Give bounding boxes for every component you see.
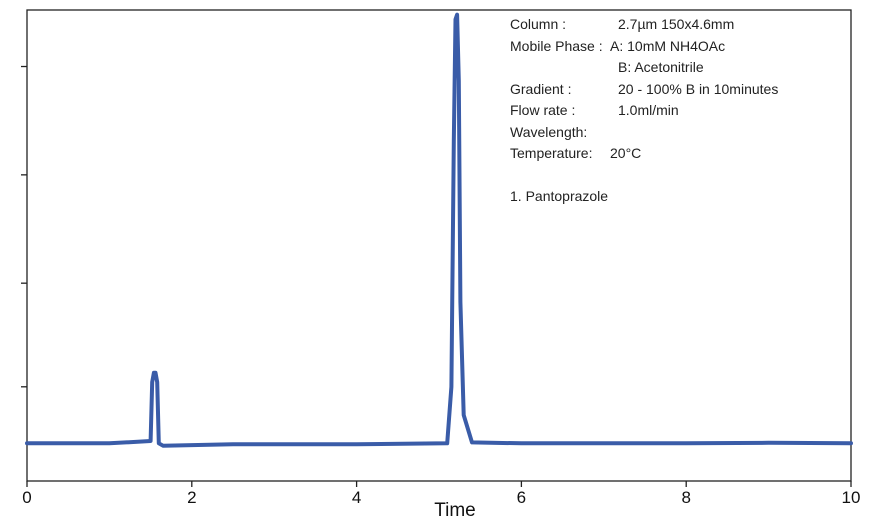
temperature-row: Temperature: 20°C xyxy=(510,143,778,165)
x-tick-label: 10 xyxy=(842,488,861,507)
mobile-phase-b-row: B: Acetonitrile xyxy=(510,57,778,79)
x-tick-label: 0 xyxy=(22,488,31,507)
gradient-row: Gradient : 20 - 100% B in 10minutes xyxy=(510,79,778,101)
x-ticks: 0 2 4 6 8 10 xyxy=(22,481,860,507)
mobile-phase-label: Mobile Phase : xyxy=(510,37,603,54)
column-row: Column : 2.7µm 150x4.6mm xyxy=(510,14,778,36)
column-label: Column : xyxy=(510,16,567,32)
peak-1-row: 1. Pantoprazole xyxy=(510,186,778,208)
column-value: 2.7µm 150x4.6mm xyxy=(618,16,735,32)
flow-rate-label: Flow rate : xyxy=(510,102,576,118)
flow-rate-value: 1.0ml/min xyxy=(618,102,679,118)
gradient-value: 20 - 100% B in 10minutes xyxy=(618,80,779,97)
chromatogram-trace xyxy=(25,12,853,448)
x-tick-label: 6 xyxy=(517,488,526,507)
temperature-label: Temperature: xyxy=(510,145,593,161)
x-tick-label: 2 xyxy=(187,488,196,507)
mobile-phase-b: B: Acetonitrile xyxy=(618,59,704,75)
peak-1-label: 1. Pantoprazole xyxy=(510,188,609,204)
series-layer xyxy=(25,12,853,448)
x-axis-title: Time xyxy=(434,500,476,521)
wavelength-row: Wavelength: xyxy=(510,122,778,144)
x-tick-label: 4 xyxy=(352,488,361,507)
temperature-value: 20°C xyxy=(610,145,642,161)
mobile-phase-a: A: 10mM NH4OAc xyxy=(610,37,726,54)
mobile-phase-row: Mobile Phase : A: 10mM NH4OAc xyxy=(510,36,778,58)
gradient-label: Gradient : xyxy=(510,80,572,97)
y-ticks xyxy=(21,65,27,388)
method-info: Column : 2.7µm 150x4.6mm Mobile Phase : A:… xyxy=(510,14,778,208)
wavelength-label: Wavelength: xyxy=(510,123,588,140)
flow-rate-row: Flow rate : 1.0ml/min xyxy=(510,100,778,122)
plot-frame xyxy=(26,9,852,482)
x-tick-label: 8 xyxy=(681,488,690,507)
